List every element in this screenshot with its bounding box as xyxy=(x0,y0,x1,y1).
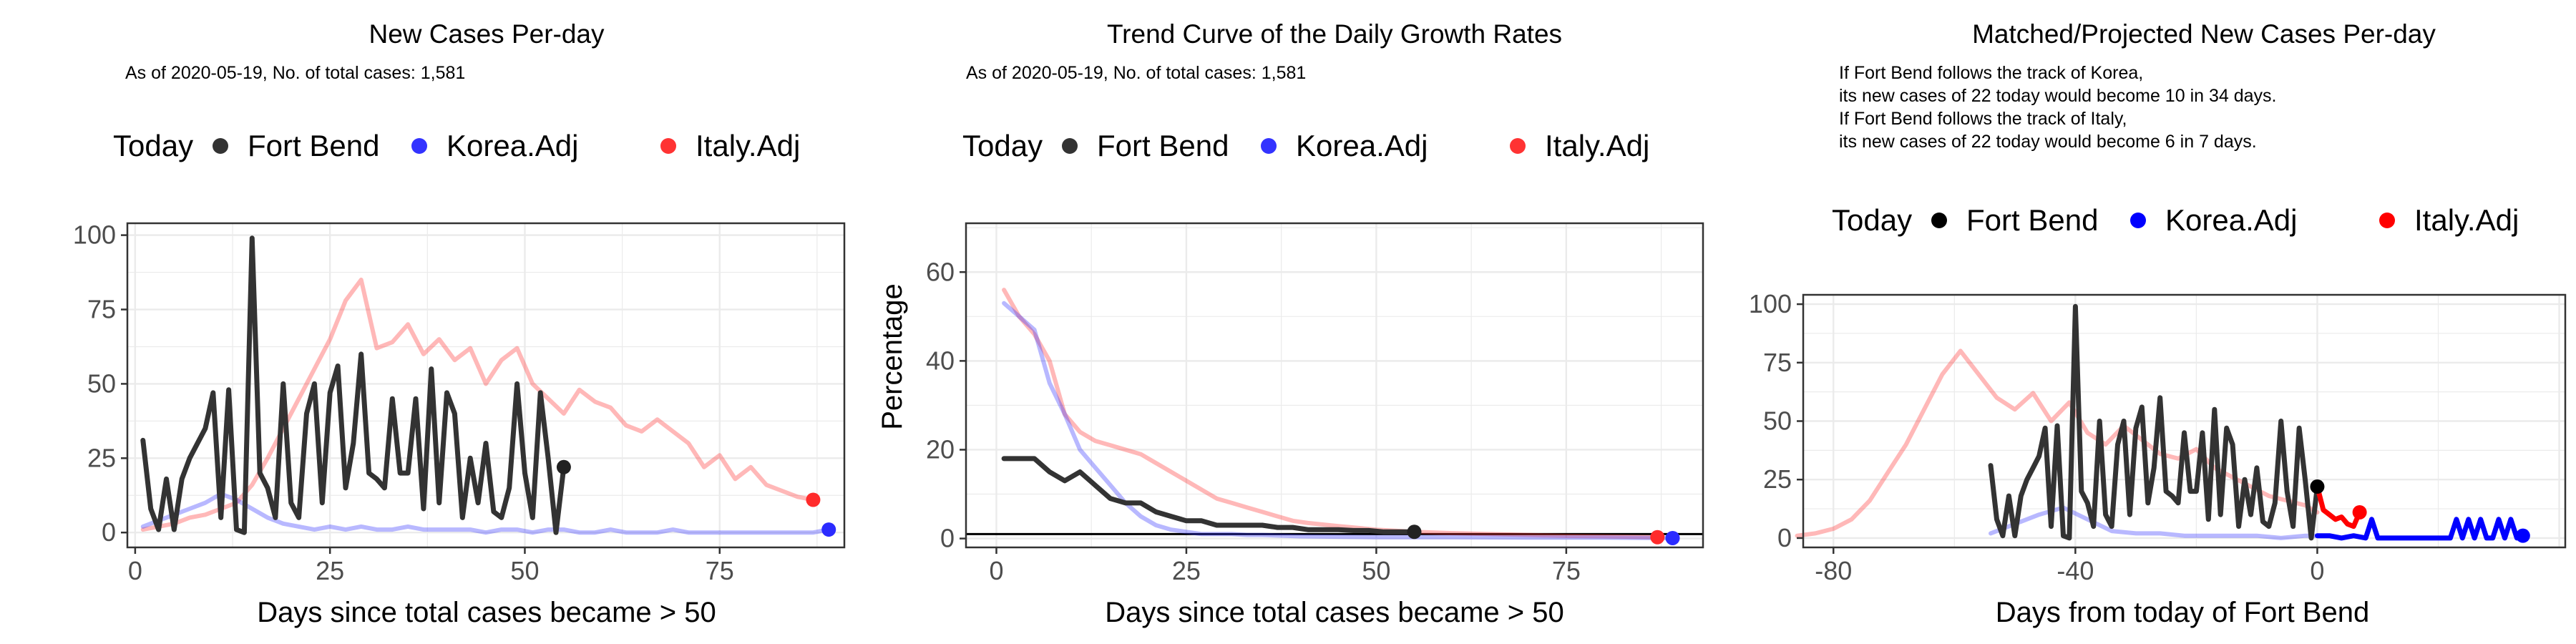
y-tick-label: 25 xyxy=(1763,464,1792,494)
chart-legend: Today Fort Bend Korea.Adj Italy.Adj xyxy=(113,129,800,162)
chart-subtitle-line: As of 2020-05-19, No. of total cases: 1,… xyxy=(125,63,465,83)
series-line-korea-adj-projected xyxy=(2315,517,2526,541)
y-tick-label: 20 xyxy=(926,434,955,464)
x-axis-label: Days since total cases became > 50 xyxy=(257,597,716,628)
x-axis-label: Days since total cases became > 50 xyxy=(1105,597,1563,628)
y-tick-label: 75 xyxy=(87,295,116,324)
series-line-italy-adj-projected xyxy=(2315,484,2363,530)
y-tick-label: 50 xyxy=(87,369,116,398)
x-tick-label: -40 xyxy=(2057,556,2094,585)
legend-marker xyxy=(2130,213,2146,228)
series-line-korea-adj xyxy=(1002,301,1675,540)
y-tick-label: 100 xyxy=(73,220,116,250)
legend-entry: Korea.Adj xyxy=(2165,203,2297,237)
x-axis-label: Days from today of Fort Bend xyxy=(1996,597,2369,628)
chart-legend: Today Fort Bend Korea.Adj Italy.Adj xyxy=(1832,203,2519,237)
y-tick-label: 100 xyxy=(1749,289,1792,318)
x-tick-label: 0 xyxy=(989,556,1003,585)
series-line-fort-bend xyxy=(1001,456,1417,535)
y-tick-label: 40 xyxy=(926,346,955,375)
legend-entry: Korea.Adj xyxy=(447,129,578,162)
series-line-italy-adj xyxy=(1002,288,1660,540)
legend-entry: Italy.Adj xyxy=(696,129,800,162)
chart-title: New Cases Per-day xyxy=(369,19,605,49)
chart-subtitle-line: If Fort Bend follows the track of Korea, xyxy=(1839,63,2143,83)
x-tick-label: 0 xyxy=(128,556,142,585)
x-tick-label: 50 xyxy=(510,556,539,585)
chart-legend: Today Fort Bend Korea.Adj Italy.Adj xyxy=(962,129,1649,162)
legend-title: Today xyxy=(1832,203,1912,237)
legend-marker xyxy=(1510,138,1526,154)
y-tick-label: 0 xyxy=(940,524,955,553)
plot-area xyxy=(1795,293,2567,549)
y-axis-label: Percentage xyxy=(877,283,908,430)
legend-entry: Fort Bend xyxy=(1097,129,1229,162)
series-line-fort-bend xyxy=(140,235,567,535)
chart-panel-3: Matched/Projected New Cases Per-day If Fo… xyxy=(1749,19,2567,628)
legend-entry: Fort Bend xyxy=(248,129,379,162)
chart-panel-1: New Cases Per-day As of 2020-05-19, No. o… xyxy=(73,19,846,628)
x-tick-label: 75 xyxy=(706,556,734,585)
legend-marker xyxy=(1931,213,1947,228)
legend-marker xyxy=(660,138,676,154)
x-tick-label: 75 xyxy=(1552,556,1581,585)
plot-border xyxy=(126,222,846,549)
today-point-italy-adj xyxy=(1650,530,1665,545)
chart-title: Trend Curve of the Daily Growth Rates xyxy=(1107,19,1562,49)
today-point-italy-adj xyxy=(2352,504,2367,519)
today-point-korea-adj xyxy=(821,522,836,537)
x-tick-label: 0 xyxy=(2310,556,2324,585)
legend-entry: Italy.Adj xyxy=(1545,129,1649,162)
chart-subtitle-line: its new cases of 22 today would become 1… xyxy=(1839,86,2276,106)
y-tick-label: 0 xyxy=(102,517,116,547)
plot-area xyxy=(126,222,846,549)
today-point-fort-bend xyxy=(1407,525,1422,540)
legend-marker xyxy=(1261,138,1277,154)
series-line-korea-adj xyxy=(140,492,831,535)
today-point-korea-adj xyxy=(1665,530,1680,545)
series-line-italy-adj xyxy=(140,278,816,532)
today-point-korea-adj xyxy=(2515,528,2530,543)
legend-marker xyxy=(213,138,228,154)
series-line-korea-adj xyxy=(1989,505,2320,540)
legend-marker xyxy=(2379,213,2395,228)
legend-entry: Italy.Adj xyxy=(2414,203,2519,237)
legend-title: Today xyxy=(113,129,193,162)
x-tick-label: 25 xyxy=(316,556,344,585)
y-tick-label: 75 xyxy=(1763,348,1792,377)
legend-entry: Korea.Adj xyxy=(1296,129,1428,162)
legend-marker xyxy=(411,138,427,154)
legend-marker xyxy=(1062,138,1078,154)
x-tick-label: -80 xyxy=(1815,556,1852,585)
chart-title: Matched/Projected New Cases Per-day xyxy=(1972,19,2436,49)
y-tick-label: 0 xyxy=(1777,523,1792,552)
series-line-fort-bend xyxy=(1988,303,2320,541)
plot-border xyxy=(965,222,1704,549)
y-tick-label: 60 xyxy=(926,257,955,286)
x-tick-label: 50 xyxy=(1362,556,1390,585)
chart-panel-2: Trend Curve of the Daily Growth Rates As … xyxy=(877,19,1704,628)
y-tick-label: 50 xyxy=(1763,406,1792,436)
legend-title: Today xyxy=(962,129,1043,162)
today-point-italy-adj xyxy=(806,492,821,507)
chart-subtitle-line: If Fort Bend follows the track of Italy, xyxy=(1839,109,2127,129)
plot-background xyxy=(966,223,1703,547)
today-point-fort-bend xyxy=(556,459,571,474)
today-point-fort-bend xyxy=(2310,479,2325,494)
legend-entry: Fort Bend xyxy=(1966,203,2098,237)
plot-area xyxy=(965,222,1704,549)
x-tick-label: 25 xyxy=(1172,556,1201,585)
chart-subtitle-line: As of 2020-05-19, No. of total cases: 1,… xyxy=(966,63,1306,83)
y-tick-label: 25 xyxy=(87,443,116,472)
chart-subtitle-line: its new cases of 22 today would become 6… xyxy=(1839,132,2257,152)
